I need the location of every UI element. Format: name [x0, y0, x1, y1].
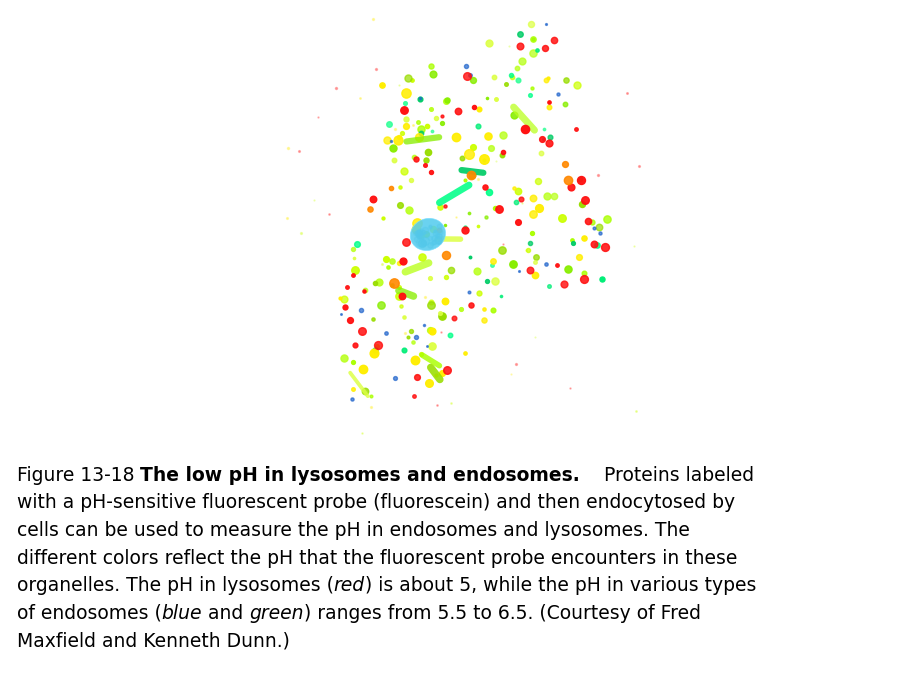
Text: Figure 13-18: Figure 13-18: [17, 466, 140, 485]
Text: ) ranges from 5.5 to 6.5. (Courtesy of Fred: ) ranges from 5.5 to 6.5. (Courtesy of F…: [303, 604, 700, 623]
Text: and: and: [201, 604, 249, 623]
Text: Maxfield and Kenneth Dunn.): Maxfield and Kenneth Dunn.): [17, 631, 289, 651]
Text: The low pH in lysosomes and endosomes.: The low pH in lysosomes and endosomes.: [140, 466, 579, 485]
Text: of endosomes (: of endosomes (: [17, 604, 161, 623]
Text: ) is about 5, while the pH in various types: ) is about 5, while the pH in various ty…: [364, 576, 755, 595]
Text: organelles. The pH in lysosomes (: organelles. The pH in lysosomes (: [17, 576, 334, 595]
Text: different colors reflect the pH that the fluorescent probe encounters in these: different colors reflect the pH that the…: [17, 549, 736, 568]
Text: cells can be used to measure the pH in endosomes and lysosomes. The: cells can be used to measure the pH in e…: [17, 521, 688, 540]
Text: blue: blue: [161, 604, 201, 623]
Text: Proteins labeled: Proteins labeled: [579, 466, 753, 485]
Text: red: red: [334, 576, 364, 595]
Ellipse shape: [410, 219, 445, 250]
Text: with a pH-sensitive fluorescent probe (fluorescein) and then endocytosed by: with a pH-sensitive fluorescent probe (f…: [17, 493, 734, 513]
Text: green: green: [249, 604, 303, 623]
